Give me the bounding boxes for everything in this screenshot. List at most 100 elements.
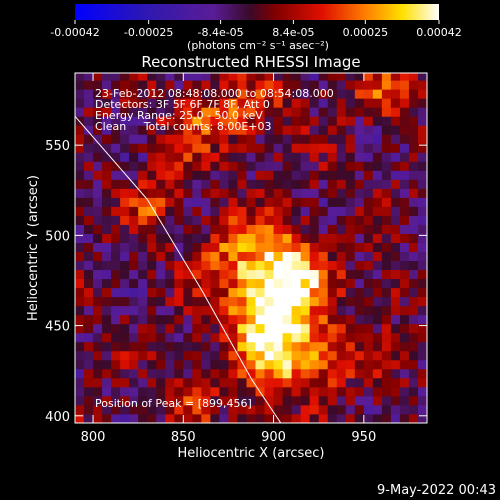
heatmap-cell xyxy=(246,107,256,117)
heatmap-cell xyxy=(84,206,94,216)
heatmap-cell xyxy=(291,368,302,379)
heatmap-cell xyxy=(219,206,229,216)
heatmap-cell xyxy=(93,116,103,126)
heatmap-cell xyxy=(264,73,274,81)
heatmap-cell xyxy=(165,314,175,325)
heatmap-cell xyxy=(192,116,202,126)
heatmap-cell xyxy=(255,224,265,234)
heatmap-cell xyxy=(201,224,211,234)
heatmap-cell xyxy=(102,368,112,379)
heatmap-cell xyxy=(165,206,175,216)
heatmap-cell xyxy=(291,350,302,361)
heatmap-cell xyxy=(174,296,184,307)
heatmap-cell xyxy=(345,197,356,207)
heatmap-cell xyxy=(183,116,193,126)
heatmap-cell xyxy=(138,170,148,180)
heatmap-cell xyxy=(75,98,85,108)
heatmap-cell xyxy=(417,386,427,397)
heatmap-cell xyxy=(417,260,427,271)
heatmap-cell xyxy=(84,107,94,117)
heatmap-cell xyxy=(237,89,247,99)
heatmap-cell xyxy=(138,98,148,108)
heatmap-cell xyxy=(282,332,293,343)
heatmap-cell xyxy=(192,377,202,388)
heatmap-cell xyxy=(219,314,229,325)
heatmap-cell xyxy=(390,116,401,126)
heatmap-cell xyxy=(192,332,202,343)
heatmap-cell xyxy=(381,161,392,171)
heatmap-cell xyxy=(210,260,220,271)
heatmap-cell xyxy=(147,413,157,423)
heatmap-cell xyxy=(282,233,293,243)
heatmap-cell xyxy=(129,404,139,415)
heatmap-cell xyxy=(138,80,148,90)
heatmap-cell xyxy=(345,143,356,153)
heatmap-cell xyxy=(75,296,85,307)
heatmap-cell xyxy=(336,107,347,117)
heatmap-cell xyxy=(417,197,427,207)
heatmap-cell xyxy=(111,251,121,262)
heatmap-cell xyxy=(291,386,302,397)
heatmap-cell xyxy=(390,224,401,234)
heatmap-cell xyxy=(219,233,229,243)
heatmap-cell xyxy=(93,206,103,216)
heatmap-cell xyxy=(300,341,311,352)
heatmap-cell xyxy=(129,143,139,153)
heatmap-cell xyxy=(255,125,265,135)
heatmap-cell xyxy=(282,197,293,207)
heatmap-cell xyxy=(363,395,374,406)
heatmap-cell xyxy=(399,179,410,189)
heatmap-cell xyxy=(327,332,338,343)
heatmap-cell xyxy=(111,404,121,415)
heatmap-cell xyxy=(192,242,202,253)
heatmap-cell xyxy=(273,152,283,162)
heatmap-cell xyxy=(246,152,256,162)
heatmap-cell xyxy=(399,224,410,234)
heatmap-cell xyxy=(417,359,427,370)
heatmap-cell xyxy=(75,125,85,135)
colorbar-tick-label: -0.00042 xyxy=(50,26,99,39)
heatmap-cell xyxy=(237,359,247,370)
heatmap-cell xyxy=(381,305,392,316)
heatmap-cell xyxy=(156,332,166,343)
heatmap-cell xyxy=(336,386,347,397)
heatmap-cell xyxy=(255,413,265,423)
heatmap-cell xyxy=(327,305,338,316)
heatmap-cell xyxy=(102,152,112,162)
heatmap-cell xyxy=(174,73,184,81)
heatmap-cell xyxy=(210,215,220,225)
heatmap-cell xyxy=(183,179,193,189)
heatmap-cell xyxy=(381,98,392,108)
heatmap-cell xyxy=(255,179,265,189)
x-tick-label: 800 xyxy=(81,430,106,445)
heatmap-cell xyxy=(300,359,311,370)
heatmap-cell xyxy=(210,152,220,162)
heatmap-cell xyxy=(219,386,229,397)
heatmap-cell xyxy=(93,368,103,379)
heatmap-cell xyxy=(165,143,175,153)
heatmap-cell xyxy=(156,323,166,334)
heatmap-cell xyxy=(417,125,427,135)
heatmap-cell xyxy=(84,332,94,343)
heatmap-cell xyxy=(183,251,193,262)
heatmap-cell xyxy=(408,73,419,81)
heatmap-cell xyxy=(138,107,148,117)
heatmap-cell xyxy=(372,197,383,207)
heatmap-cell xyxy=(282,215,293,225)
heatmap-cell xyxy=(228,188,238,198)
heatmap-cell xyxy=(120,224,130,234)
heatmap-cell xyxy=(363,98,374,108)
heatmap-cell xyxy=(138,73,148,81)
heatmap-cell xyxy=(237,323,247,334)
heatmap-cell xyxy=(174,134,184,144)
heatmap-cell xyxy=(300,404,311,415)
heatmap-cell xyxy=(84,314,94,325)
heatmap-cell xyxy=(381,89,392,99)
heatmap-cell xyxy=(129,73,139,81)
heatmap-cell xyxy=(228,359,238,370)
heatmap-cell xyxy=(183,260,193,271)
heatmap-cell xyxy=(354,305,365,316)
chart-title: Reconstructed RHESSI Image xyxy=(141,53,360,71)
